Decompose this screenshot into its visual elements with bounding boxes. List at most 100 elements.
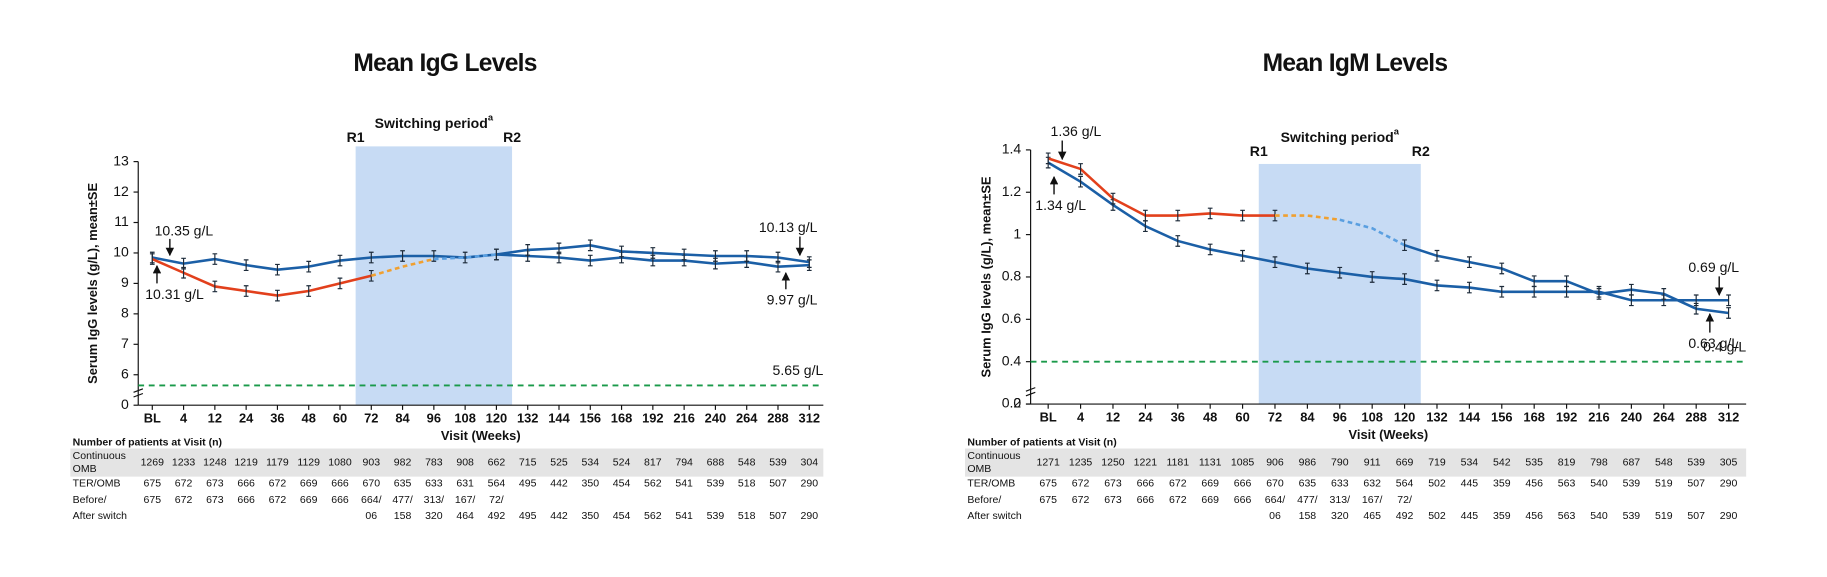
table-row-shade bbox=[70, 448, 824, 477]
annotation: 1.36 g/L bbox=[1051, 123, 1102, 139]
table-cell: 672 bbox=[1169, 477, 1187, 489]
point-error-bar bbox=[1467, 256, 1472, 268]
annotation: 10.13 g/L bbox=[759, 219, 818, 235]
row-label: After switch bbox=[73, 510, 127, 522]
x-tick-label: 240 bbox=[705, 411, 726, 426]
table-cell: 669 bbox=[1396, 456, 1414, 468]
table-row-shade bbox=[965, 448, 1747, 477]
point-error-bar bbox=[1434, 249, 1440, 262]
x-tick-label: 24 bbox=[239, 411, 254, 426]
table-cell: 908 bbox=[456, 456, 474, 468]
point-error-bar bbox=[1045, 152, 1051, 165]
table-cell: 675 bbox=[1039, 494, 1057, 506]
table-cell: 564 bbox=[1396, 477, 1414, 489]
x-tick-label: 264 bbox=[736, 411, 758, 426]
table-cell: 492 bbox=[1396, 510, 1414, 522]
table-cell: 535 bbox=[1525, 456, 1543, 468]
table-cell: 673 bbox=[1104, 477, 1122, 489]
table-cell: 539 bbox=[1623, 510, 1641, 522]
table-cell: 456 bbox=[1525, 477, 1543, 489]
point-error-bar bbox=[1240, 249, 1245, 262]
x-tick-label: 216 bbox=[673, 411, 694, 426]
table-cell: 542 bbox=[1493, 456, 1511, 468]
table-cell: 524 bbox=[613, 456, 631, 468]
point-error-bar bbox=[556, 242, 562, 255]
r1-label: R1 bbox=[1250, 143, 1268, 159]
point-error-bar bbox=[525, 244, 531, 256]
point-error-bar bbox=[494, 248, 499, 261]
table-cell: 313/ bbox=[1330, 494, 1351, 506]
y-axis-label: Serum IgG levels (g/L), mean±SE bbox=[85, 183, 100, 384]
table-cell: 1250 bbox=[1101, 456, 1125, 468]
x-tick-label: 312 bbox=[1718, 409, 1739, 424]
x-tick-label: 60 bbox=[1235, 409, 1249, 424]
table-cell: 442 bbox=[550, 510, 568, 522]
point-error-bar bbox=[1693, 302, 1699, 315]
table-cell: 1181 bbox=[1166, 456, 1189, 468]
x-tick-label: 4 bbox=[180, 411, 188, 426]
x-axis-label: Visit (Weeks) bbox=[441, 428, 521, 443]
annotation: 9.97 g/L bbox=[767, 292, 818, 308]
row-label: TER/OMB bbox=[967, 477, 1015, 489]
point-error-bar bbox=[1531, 275, 1537, 288]
table-cell: 290 bbox=[800, 510, 818, 522]
table-cell: 1235 bbox=[1069, 456, 1093, 468]
table-cell: 1080 bbox=[328, 456, 352, 468]
table-cell: 305 bbox=[1720, 456, 1738, 468]
y-tick-label: 8 bbox=[121, 305, 129, 321]
point-error-bar bbox=[1434, 279, 1440, 292]
table-cell: 911 bbox=[1364, 456, 1381, 468]
table-cell: 632 bbox=[1363, 477, 1381, 489]
table-cell: 290 bbox=[800, 477, 818, 489]
point-error-bar bbox=[1240, 209, 1245, 222]
table-cell: 304 bbox=[800, 456, 818, 468]
y-tick-label: 10 bbox=[113, 244, 129, 260]
table-cell: 06 bbox=[365, 510, 377, 522]
x-tick-label: 288 bbox=[1685, 409, 1706, 424]
row-label: Continuous OMB bbox=[967, 450, 1020, 475]
table-cell: 454 bbox=[613, 477, 631, 489]
table-cell: 673 bbox=[206, 477, 224, 489]
table-cell: 519 bbox=[1655, 477, 1673, 489]
table-cell: 672 bbox=[175, 494, 193, 506]
table-cell: 675 bbox=[1039, 477, 1057, 489]
table-cell: 673 bbox=[206, 494, 224, 506]
table-cell: 502 bbox=[1428, 477, 1446, 489]
y-tick-label: 1.4 bbox=[1002, 141, 1022, 157]
r2-label: R2 bbox=[1412, 143, 1430, 159]
x-tick-label: 264 bbox=[1653, 409, 1675, 424]
table-cell: 313/ bbox=[424, 494, 445, 506]
table-cell: 666 bbox=[331, 494, 349, 506]
table-cell: 666 bbox=[1234, 477, 1252, 489]
y-tick-label: 0.4 bbox=[1002, 352, 1022, 368]
table-cell: 539 bbox=[1687, 456, 1705, 468]
x-tick-label: 216 bbox=[1588, 409, 1609, 424]
table-cell: 672 bbox=[269, 494, 287, 506]
x-tick-label: 120 bbox=[486, 411, 507, 426]
x-tick-label: 36 bbox=[1171, 409, 1185, 424]
y-tick-label: 0 bbox=[1013, 395, 1021, 411]
table-cell: 548 bbox=[1655, 456, 1673, 468]
table-cell: 675 bbox=[144, 477, 162, 489]
table-cell: 359 bbox=[1493, 477, 1511, 489]
table-cell: 320 bbox=[425, 510, 443, 522]
table-cell: 290 bbox=[1720, 477, 1738, 489]
point-error-bar bbox=[212, 253, 218, 265]
table-cell: 539 bbox=[707, 477, 725, 489]
x-tick-label: 72 bbox=[364, 411, 378, 426]
table-cell: 350 bbox=[582, 510, 600, 522]
switching-note: a bbox=[488, 113, 494, 123]
table-cell: 507 bbox=[1687, 477, 1705, 489]
point-error-bar bbox=[1337, 266, 1343, 279]
table-cell: 507 bbox=[769, 510, 787, 522]
table-cell: 562 bbox=[644, 510, 662, 522]
y-tick-label: 12 bbox=[113, 183, 129, 199]
point-error-bar bbox=[1175, 209, 1181, 222]
point-error-bar bbox=[1272, 256, 1278, 268]
axis-break bbox=[1025, 387, 1036, 397]
table-cell: 1233 bbox=[172, 456, 196, 468]
x-tick-label: 192 bbox=[642, 411, 663, 426]
point-error-bar bbox=[400, 250, 405, 262]
point-error-bar bbox=[1143, 209, 1148, 222]
table-title: Number of patients at Visit (n) bbox=[967, 436, 1116, 448]
